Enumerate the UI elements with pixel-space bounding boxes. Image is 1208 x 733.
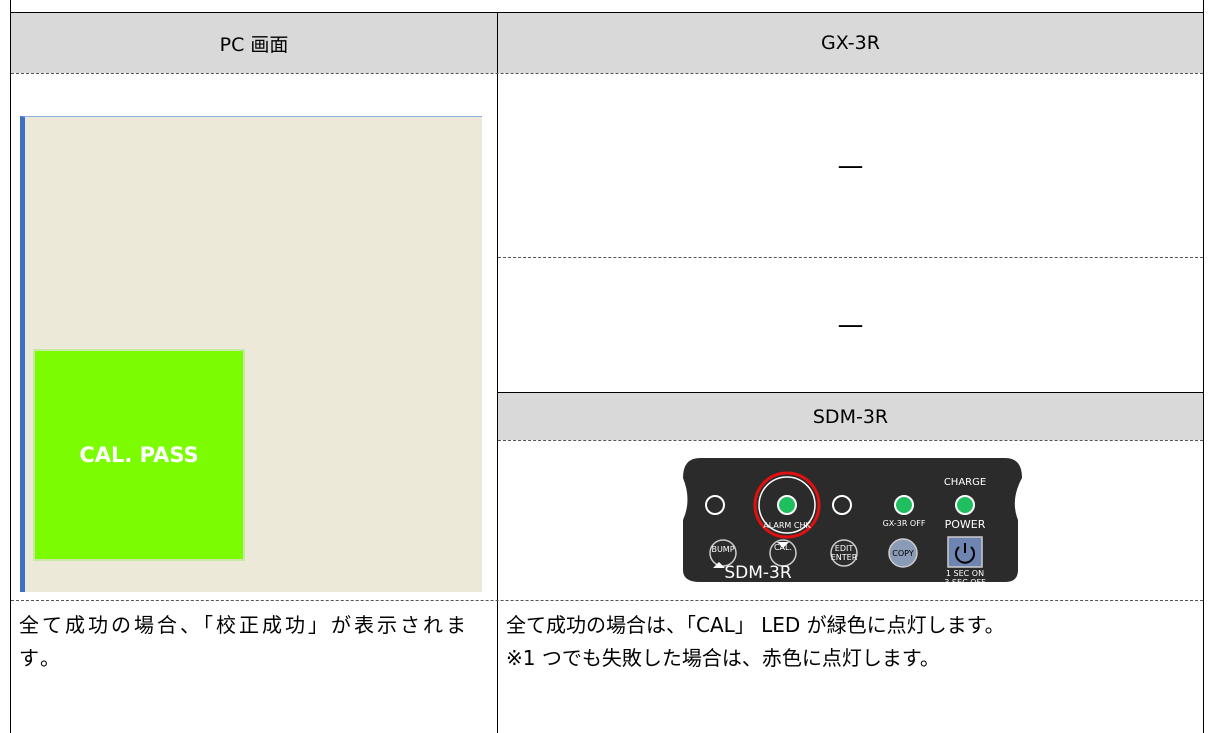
label: ENTER bbox=[831, 553, 858, 562]
highlight-ring bbox=[758, 476, 816, 534]
sdm-header: SDM-3R bbox=[498, 393, 1203, 440]
table-frame bbox=[10, 0, 1204, 733]
pass-box: CAL. PASS bbox=[33, 349, 245, 561]
arrows bbox=[713, 542, 789, 568]
label: 3 SEC OFF bbox=[944, 578, 986, 587]
highlight-ring bbox=[753, 471, 821, 539]
model-label: SDM-3R bbox=[724, 563, 791, 583]
header-cell: GX-3R bbox=[498, 13, 1203, 73]
label: COPY bbox=[892, 549, 914, 558]
label: ALARM CHK bbox=[763, 521, 811, 530]
label: POWER bbox=[945, 518, 986, 531]
label: BUMP bbox=[711, 545, 734, 554]
label: CHARGE bbox=[944, 477, 986, 488]
footer-right: 全て成功の場合は、「CAL」 LED が緑色に点灯します。 ※1 つでも失敗した… bbox=[498, 601, 1203, 683]
top-rule bbox=[10, 12, 1204, 13]
gx-cell: — bbox=[837, 150, 864, 181]
gx-cell: — bbox=[837, 310, 864, 340]
label: GX-3R OFF bbox=[883, 519, 926, 528]
footer-left: 全て成功の場合、「校正成功」が表示されます。 bbox=[19, 613, 469, 670]
row-rule bbox=[498, 392, 1203, 393]
header-cell: PC 画面 bbox=[11, 13, 497, 73]
footer-line: 全て成功の場合は、「CAL」 LED が緑色に点灯します。 bbox=[506, 613, 1005, 637]
label: EDIT bbox=[835, 544, 854, 553]
power-icon bbox=[955, 543, 975, 564]
footer-rule bbox=[11, 600, 1203, 601]
device-body bbox=[683, 458, 1022, 582]
row-rule bbox=[498, 257, 1203, 258]
header-rule bbox=[11, 73, 1203, 74]
footer-line: ※1 つでも失敗した場合は、赤色に点灯します。 bbox=[506, 646, 940, 670]
leds bbox=[705, 495, 975, 515]
column-divider bbox=[497, 12, 498, 733]
label: 1 SEC ON bbox=[946, 569, 984, 578]
row-rule bbox=[498, 440, 1203, 441]
